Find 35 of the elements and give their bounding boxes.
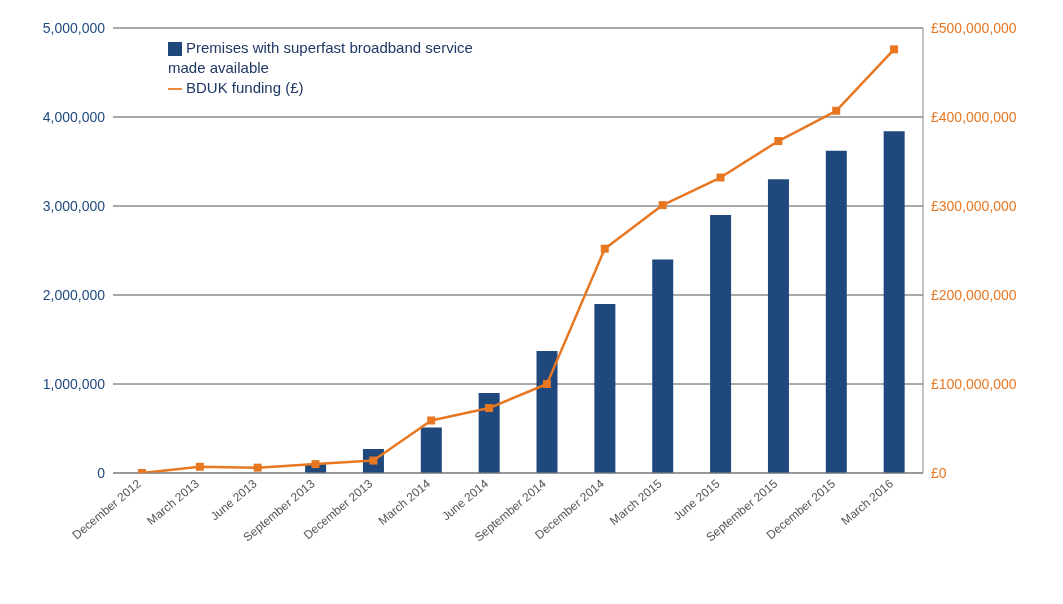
bar	[420, 427, 442, 473]
point	[774, 137, 783, 146]
y2-tick-label: £400,000,000	[931, 108, 1017, 125]
y2-tick-label: £200,000,000	[931, 286, 1017, 303]
y-tick-label: 4,000,000	[42, 108, 106, 125]
point	[658, 201, 667, 210]
point	[253, 463, 262, 472]
y-tick-label: 1,000,000	[42, 375, 106, 392]
y-tick-label: 2,000,000	[42, 286, 106, 303]
bar	[883, 131, 905, 473]
y2-tick-label: £100,000,000	[931, 375, 1017, 392]
bar	[710, 214, 732, 473]
y-tick-label: 0	[97, 464, 106, 481]
legend-label: Premises with superfast broadband service made available	[168, 39, 473, 76]
point	[832, 106, 841, 115]
point	[600, 244, 609, 253]
point	[716, 173, 725, 182]
point	[890, 45, 899, 54]
y2-tick-label: £300,000,000	[931, 197, 1017, 214]
point	[542, 380, 551, 388]
bar	[652, 259, 674, 473]
point	[485, 404, 494, 413]
bar	[767, 179, 789, 473]
y-tick-label: 3,000,000	[42, 197, 106, 214]
y2-tick-label: £500,000,000	[931, 19, 1017, 36]
y2-tick-label: £0	[931, 464, 947, 481]
y-tick-label: 5,000,000	[42, 19, 106, 36]
point	[427, 416, 436, 425]
point	[195, 462, 204, 471]
bar	[478, 392, 500, 473]
bar	[536, 351, 558, 473]
bar	[825, 150, 847, 473]
bar	[594, 303, 616, 473]
point	[311, 460, 320, 469]
legend-label: BDUK funding (£)	[186, 79, 304, 96]
